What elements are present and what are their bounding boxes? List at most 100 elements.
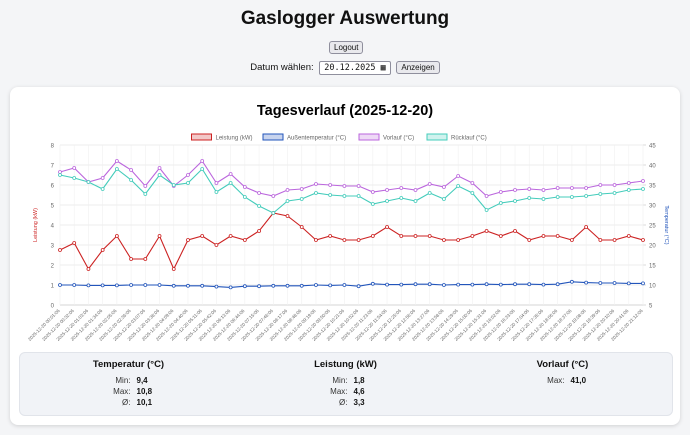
stats-title: Temperatur (°C) (92, 359, 165, 370)
data-point (157, 166, 162, 170)
y2-tick-label: 15 (649, 264, 656, 270)
stats-key: Max: (113, 387, 131, 396)
data-point (456, 174, 461, 178)
data-point (555, 195, 560, 199)
data-point (541, 197, 546, 201)
data-point (598, 281, 603, 285)
y-tick-label: 5 (51, 204, 55, 210)
legend-swatch (358, 133, 380, 141)
stats-value: 1,8 (353, 376, 365, 385)
data-point (257, 284, 261, 289)
data-point (626, 188, 631, 192)
chart-card: Tagesverlauf (2025-12-20) 0 1 2 3 4 5 6 7 8 5 10 15… (10, 87, 680, 425)
data-point (484, 208, 489, 212)
data-point (356, 184, 361, 188)
data-point (442, 238, 446, 242)
data-point (328, 193, 333, 197)
data-point (214, 243, 219, 247)
data-point (342, 194, 347, 198)
stats-row: Ø: 10,1 (20, 397, 237, 408)
data-point (356, 194, 361, 198)
data-point (470, 181, 475, 185)
data-point (570, 238, 574, 242)
y2-tick-label: 45 (649, 144, 656, 150)
data-point (186, 238, 190, 242)
data-point (484, 229, 489, 233)
show-button[interactable]: Anzeigen (396, 61, 440, 74)
data-point (314, 238, 318, 242)
data-point (527, 238, 532, 242)
stats-value: 4,6 (353, 387, 365, 396)
data-point (100, 187, 105, 191)
data-point (399, 282, 404, 287)
y-axis-title: Leistung (kW) (33, 208, 39, 242)
data-point (513, 199, 517, 203)
y2-tick-label: 25 (649, 224, 656, 230)
data-point (555, 234, 560, 238)
data-point (143, 257, 148, 261)
data-point (242, 284, 247, 289)
data-point (328, 234, 333, 238)
data-point (498, 201, 503, 205)
data-point (257, 191, 261, 195)
stats-key: Ø: (122, 398, 131, 407)
data-point (470, 282, 475, 287)
data-point (626, 181, 631, 185)
data-point (641, 238, 645, 242)
data-point (612, 183, 617, 187)
stats-row: Min: 1,8 (237, 375, 454, 386)
logout-button[interactable]: Logout (329, 41, 364, 54)
data-point (498, 190, 503, 194)
data-point (171, 283, 176, 288)
stats-box: Temperatur (°C) Min: 9,4 Max: 10,8 Ø: 10,1 Leis… (19, 352, 673, 416)
data-point (584, 225, 589, 229)
data-point (513, 282, 517, 287)
data-point (356, 238, 361, 242)
data-point (598, 238, 603, 242)
legend-swatch (191, 133, 212, 141)
data-point (498, 282, 503, 287)
stats-column: Vorlauf (°C) Max: 41,0 (454, 359, 671, 386)
data-point (271, 194, 276, 198)
data-point (527, 196, 532, 200)
stats-row: Max: 4,6 (237, 386, 454, 397)
data-point (72, 166, 77, 170)
data-point (399, 186, 404, 190)
data-point (228, 234, 233, 238)
data-point (370, 234, 375, 238)
data-point (285, 214, 290, 218)
data-point (456, 282, 461, 287)
legend-swatch (262, 133, 284, 141)
data-point (129, 257, 133, 261)
data-point (72, 241, 77, 245)
chart-title: Tagesverlauf (2025-12-20) (257, 103, 433, 119)
data-point (314, 182, 318, 186)
data-point (242, 195, 247, 199)
data-point (143, 192, 148, 196)
stats-title: Vorlauf (°C) (536, 359, 589, 370)
data-point (58, 173, 62, 177)
stats-value: 3,3 (353, 398, 365, 407)
data-point (427, 182, 432, 186)
data-point (570, 279, 574, 284)
data-point (399, 196, 404, 200)
data-point (385, 225, 389, 229)
legend-label: Außentemperatur (°C) (287, 136, 346, 142)
date-input[interactable]: 20.12.2025 ▦ (319, 61, 391, 75)
data-point (257, 229, 261, 233)
data-point (114, 234, 119, 238)
data-point (328, 183, 333, 187)
y-tick-label: 6 (51, 184, 55, 190)
data-point (612, 238, 617, 242)
data-point (86, 267, 91, 271)
data-point (299, 225, 304, 229)
data-point (598, 183, 603, 187)
data-point (370, 281, 375, 286)
data-point (200, 234, 205, 238)
data-point (541, 234, 546, 238)
y-tick-label: 2 (51, 264, 55, 270)
data-point (299, 283, 304, 288)
data-point (271, 211, 276, 215)
y-tick-label: 7 (51, 164, 55, 170)
stats-key: Max: (330, 387, 348, 396)
